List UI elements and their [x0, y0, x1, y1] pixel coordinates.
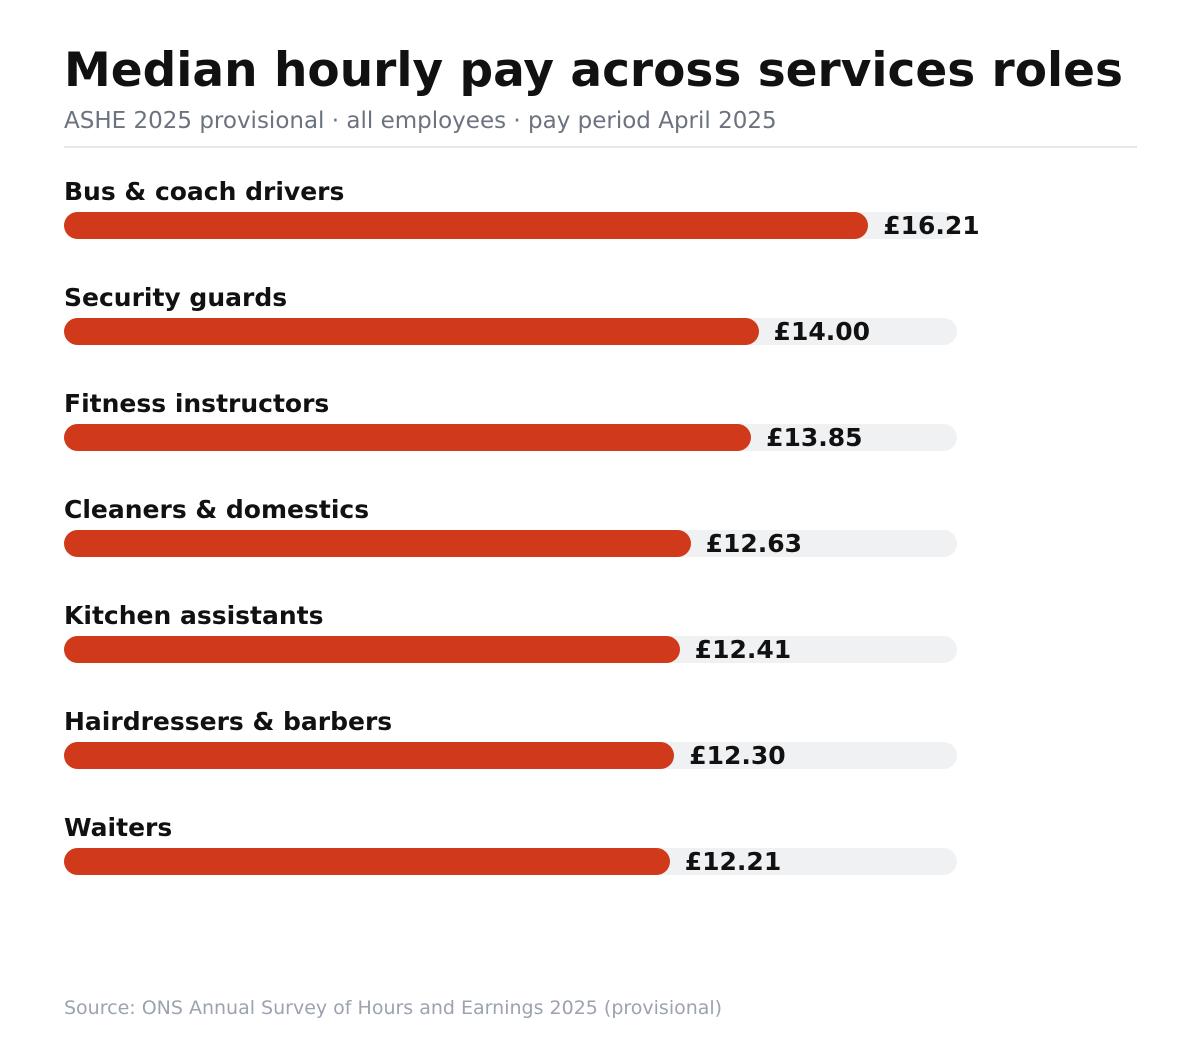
value-label: £12.41 [694, 635, 792, 664]
header-divider [64, 146, 1137, 148]
bar [64, 424, 752, 451]
bar [64, 530, 691, 557]
category-label: Cleaners & domestics [64, 495, 370, 524]
category-label: Bus & coach drivers [64, 177, 345, 206]
source-note: Source: ONS Annual Survey of Hours and E… [64, 997, 723, 1019]
value-label: £12.30 [689, 741, 786, 770]
category-label: Security guards [64, 283, 288, 312]
bar [64, 318, 759, 345]
category-label: Waiters [64, 813, 173, 842]
chart-subtitle: ASHE 2025 provisional · all employees · … [64, 108, 777, 134]
category-label: Fitness instructors [64, 389, 330, 418]
value-label: £12.63 [705, 529, 803, 558]
value-label: £16.21 [883, 211, 980, 240]
bar [64, 848, 670, 875]
bar [64, 636, 680, 663]
bar [64, 742, 675, 769]
value-label: £12.21 [684, 847, 782, 876]
value-label: £14.00 [773, 317, 871, 346]
category-label: Kitchen assistants [64, 601, 324, 630]
chart-title: Median hourly pay across services roles [64, 43, 1123, 98]
category-label: Hairdressers & barbers [64, 707, 393, 736]
value-label: £13.85 [766, 423, 863, 452]
bar [64, 212, 869, 239]
